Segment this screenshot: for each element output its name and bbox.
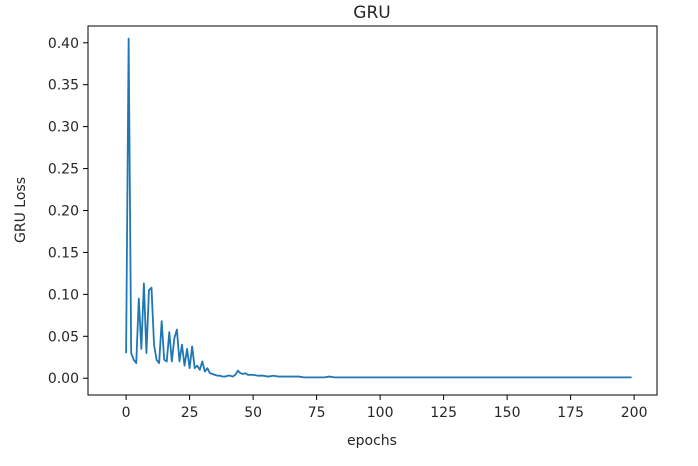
- x-tick-label: 175: [557, 405, 584, 421]
- y-tick-label: 0.10: [48, 287, 79, 303]
- x-tick-label: 200: [621, 405, 648, 421]
- x-tick-label: 50: [244, 405, 262, 421]
- y-tick-label: 0.05: [48, 329, 79, 345]
- y-tick-label: 0.30: [48, 120, 79, 136]
- x-tick-label: 0: [122, 405, 131, 421]
- series-line: [125, 37, 632, 379]
- chart-title: GRU: [353, 3, 390, 23]
- x-tick-label: 100: [367, 405, 394, 421]
- x-tick-label: 75: [308, 405, 326, 421]
- y-tick-label: 0.25: [48, 162, 79, 178]
- x-axis-label: epochs: [347, 433, 397, 449]
- x-tick-label: 125: [430, 405, 457, 421]
- y-tick-label: 0.40: [48, 36, 79, 52]
- y-tick-label: 0.00: [48, 371, 79, 387]
- x-tick-label: 150: [494, 405, 521, 421]
- y-axis-label: GRU Loss: [13, 177, 29, 243]
- y-axis: 0.00 0.05 0.10 0.15 0.20 0.25 0.30 0.35 0.40: [48, 36, 88, 387]
- x-tick-label: 25: [181, 405, 199, 421]
- x-axis: 0 25 50 75 100 125 150 175 200: [122, 395, 648, 421]
- y-tick-label: 0.15: [48, 245, 79, 261]
- y-tick-label: 0.20: [48, 204, 79, 220]
- y-tick-label: 0.35: [48, 78, 79, 94]
